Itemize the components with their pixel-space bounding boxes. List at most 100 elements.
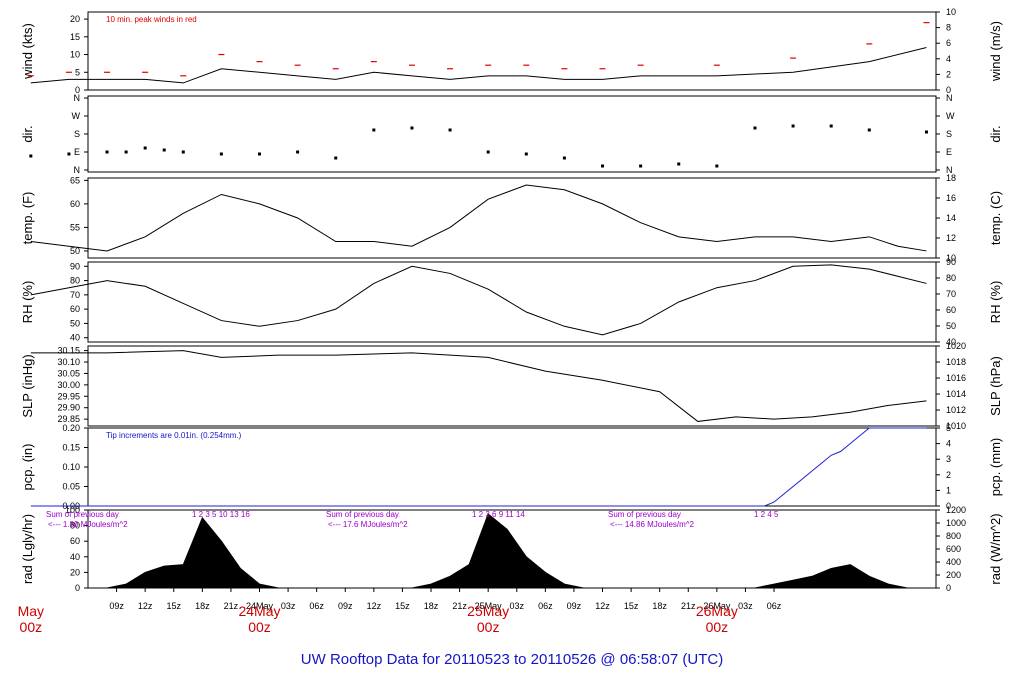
slp-ytick: 29.90 — [57, 403, 80, 413]
rh-ytick: 90 — [70, 261, 80, 271]
x-tick-label: 09z — [338, 601, 353, 611]
slp-ytick-right: 1016 — [946, 373, 966, 383]
x-tick-label: 03z — [738, 601, 753, 611]
slp-ytick-right: 1014 — [946, 389, 966, 399]
wind-ytick: 5 — [75, 67, 80, 77]
wind-ytick-right: 8 — [946, 23, 951, 33]
x-tick-label: 15z — [624, 601, 639, 611]
wind-ylabel-right: wind (m/s) — [988, 21, 1003, 82]
pcp-ytick-right: 0 — [946, 501, 951, 511]
temp-ytick-right: 18 — [946, 173, 956, 183]
rh-ytick: 60 — [70, 304, 80, 314]
rh-ytick: 80 — [70, 276, 80, 286]
rad-sum-value: <--- 14.86 MJoules/m^2 — [610, 520, 695, 529]
rh-ytick-right: 70 — [946, 289, 956, 299]
pcp-ytick: 0.15 — [62, 443, 80, 453]
rh-ytick-right: 60 — [946, 305, 956, 315]
rh-ytick: 40 — [70, 333, 80, 343]
rad-ytick: 100 — [65, 505, 80, 515]
dir-point — [258, 152, 262, 156]
dir-ytick: E — [74, 147, 80, 157]
dir-ytick-right: N — [946, 93, 953, 103]
rad-sum-value: <--- 1.80 MJoules/m^2 — [48, 520, 128, 529]
wind-ytick: 0 — [75, 85, 80, 95]
rad-ytick: 40 — [70, 552, 80, 562]
day-label: 26May — [696, 603, 738, 619]
pcp-line — [30, 427, 927, 507]
dir-ytick: S — [74, 129, 80, 139]
rad-ytick: 60 — [70, 536, 80, 546]
temp-ytick: 65 — [70, 175, 80, 185]
dir-point — [924, 130, 928, 134]
temp-line — [30, 184, 927, 252]
wind-ytick: 20 — [70, 14, 80, 24]
x-tick-label: 12z — [595, 601, 610, 611]
rh-ytick: 50 — [70, 318, 80, 328]
dir-ytick-right: N — [946, 165, 953, 175]
dir-point — [486, 150, 490, 154]
slp-ytick: 30.00 — [57, 380, 80, 390]
dir-point — [334, 156, 338, 160]
dir-ytick: N — [74, 165, 81, 175]
rad-ytick: 0 — [75, 583, 80, 593]
dir-ylabel-right: dir. — [988, 125, 1003, 142]
dir-point — [162, 148, 166, 152]
rh-ytick-right: 90 — [946, 257, 956, 267]
slp-ylabel: SLP (inHg) — [20, 354, 35, 417]
rh-frame — [87, 261, 937, 343]
day-label-sub: 00z — [706, 619, 729, 635]
pcp-ytick: 0.20 — [62, 423, 80, 433]
dir-point — [372, 128, 376, 132]
dir-point — [753, 126, 757, 130]
x-tick-label: 09z — [567, 601, 582, 611]
x-tick-label: 12z — [367, 601, 382, 611]
wind-ytick: 15 — [70, 32, 80, 42]
dir-point — [143, 146, 147, 150]
wind-ytick-right: 0 — [946, 85, 951, 95]
wind-frame — [87, 11, 937, 91]
pcp-ytick: 0.05 — [62, 482, 80, 492]
x-tick-label: 15z — [166, 601, 181, 611]
dir-ylabel: dir. — [20, 125, 35, 142]
slp-ytick-right: 1018 — [946, 357, 966, 367]
dir-point — [639, 164, 643, 168]
slp-ytick: 29.85 — [57, 414, 80, 424]
rad-hour-numbers: 1 2 3 5 10 13 16 — [192, 510, 250, 519]
rad-sum-value: <--- 17.6 MJoules/m^2 — [328, 520, 408, 529]
wind-ytick-right: 2 — [946, 69, 951, 79]
rad-area — [88, 513, 927, 589]
dir-point — [829, 124, 833, 128]
x-tick-label: 21z — [681, 601, 696, 611]
slp-ytick: 30.15 — [57, 346, 80, 356]
x-tick-label: 25May — [475, 601, 503, 611]
slp-ytick: 30.10 — [57, 357, 80, 367]
rad-ytick-right: 200 — [946, 570, 961, 580]
rh-ytick: 70 — [70, 290, 80, 300]
wind-ytick: 10 — [70, 50, 80, 60]
temp-ytick: 55 — [70, 222, 80, 232]
dir-point — [124, 150, 128, 154]
rad-sum-note: Sum of previous day — [608, 510, 681, 519]
rad-sum-note: Sum of previous day — [46, 510, 119, 519]
rad-ylabel-right: rad (W/m^2) — [988, 513, 1003, 584]
rh-ylabel-right: RH (%) — [988, 281, 1003, 324]
dir-ytick-right: S — [946, 129, 952, 139]
rad-ytick-right: 1200 — [946, 505, 966, 515]
x-tick-label: 18z — [652, 601, 667, 611]
dir-frame — [87, 95, 937, 173]
dir-point — [524, 152, 528, 156]
pcp-ytick: 0.10 — [62, 462, 80, 472]
pcp-ytick-right: 5 — [946, 423, 951, 433]
dir-point — [867, 128, 871, 132]
temp-ylabel: temp. (F) — [20, 192, 35, 245]
rad-hour-numbers: 1 2 3 6 9 11 14 — [472, 510, 525, 519]
x-tick-label: 09z — [109, 601, 124, 611]
day-label: 24May — [238, 603, 280, 619]
x-tick-label: 18z — [195, 601, 210, 611]
slp-line — [30, 350, 927, 422]
temp-ytick-right: 16 — [946, 193, 956, 203]
wind-ytick-right: 6 — [946, 38, 951, 48]
dir-point — [601, 164, 605, 168]
x-tick-label: 21z — [452, 601, 467, 611]
rad-hour-numbers: 1 2 4 5 — [754, 510, 779, 519]
